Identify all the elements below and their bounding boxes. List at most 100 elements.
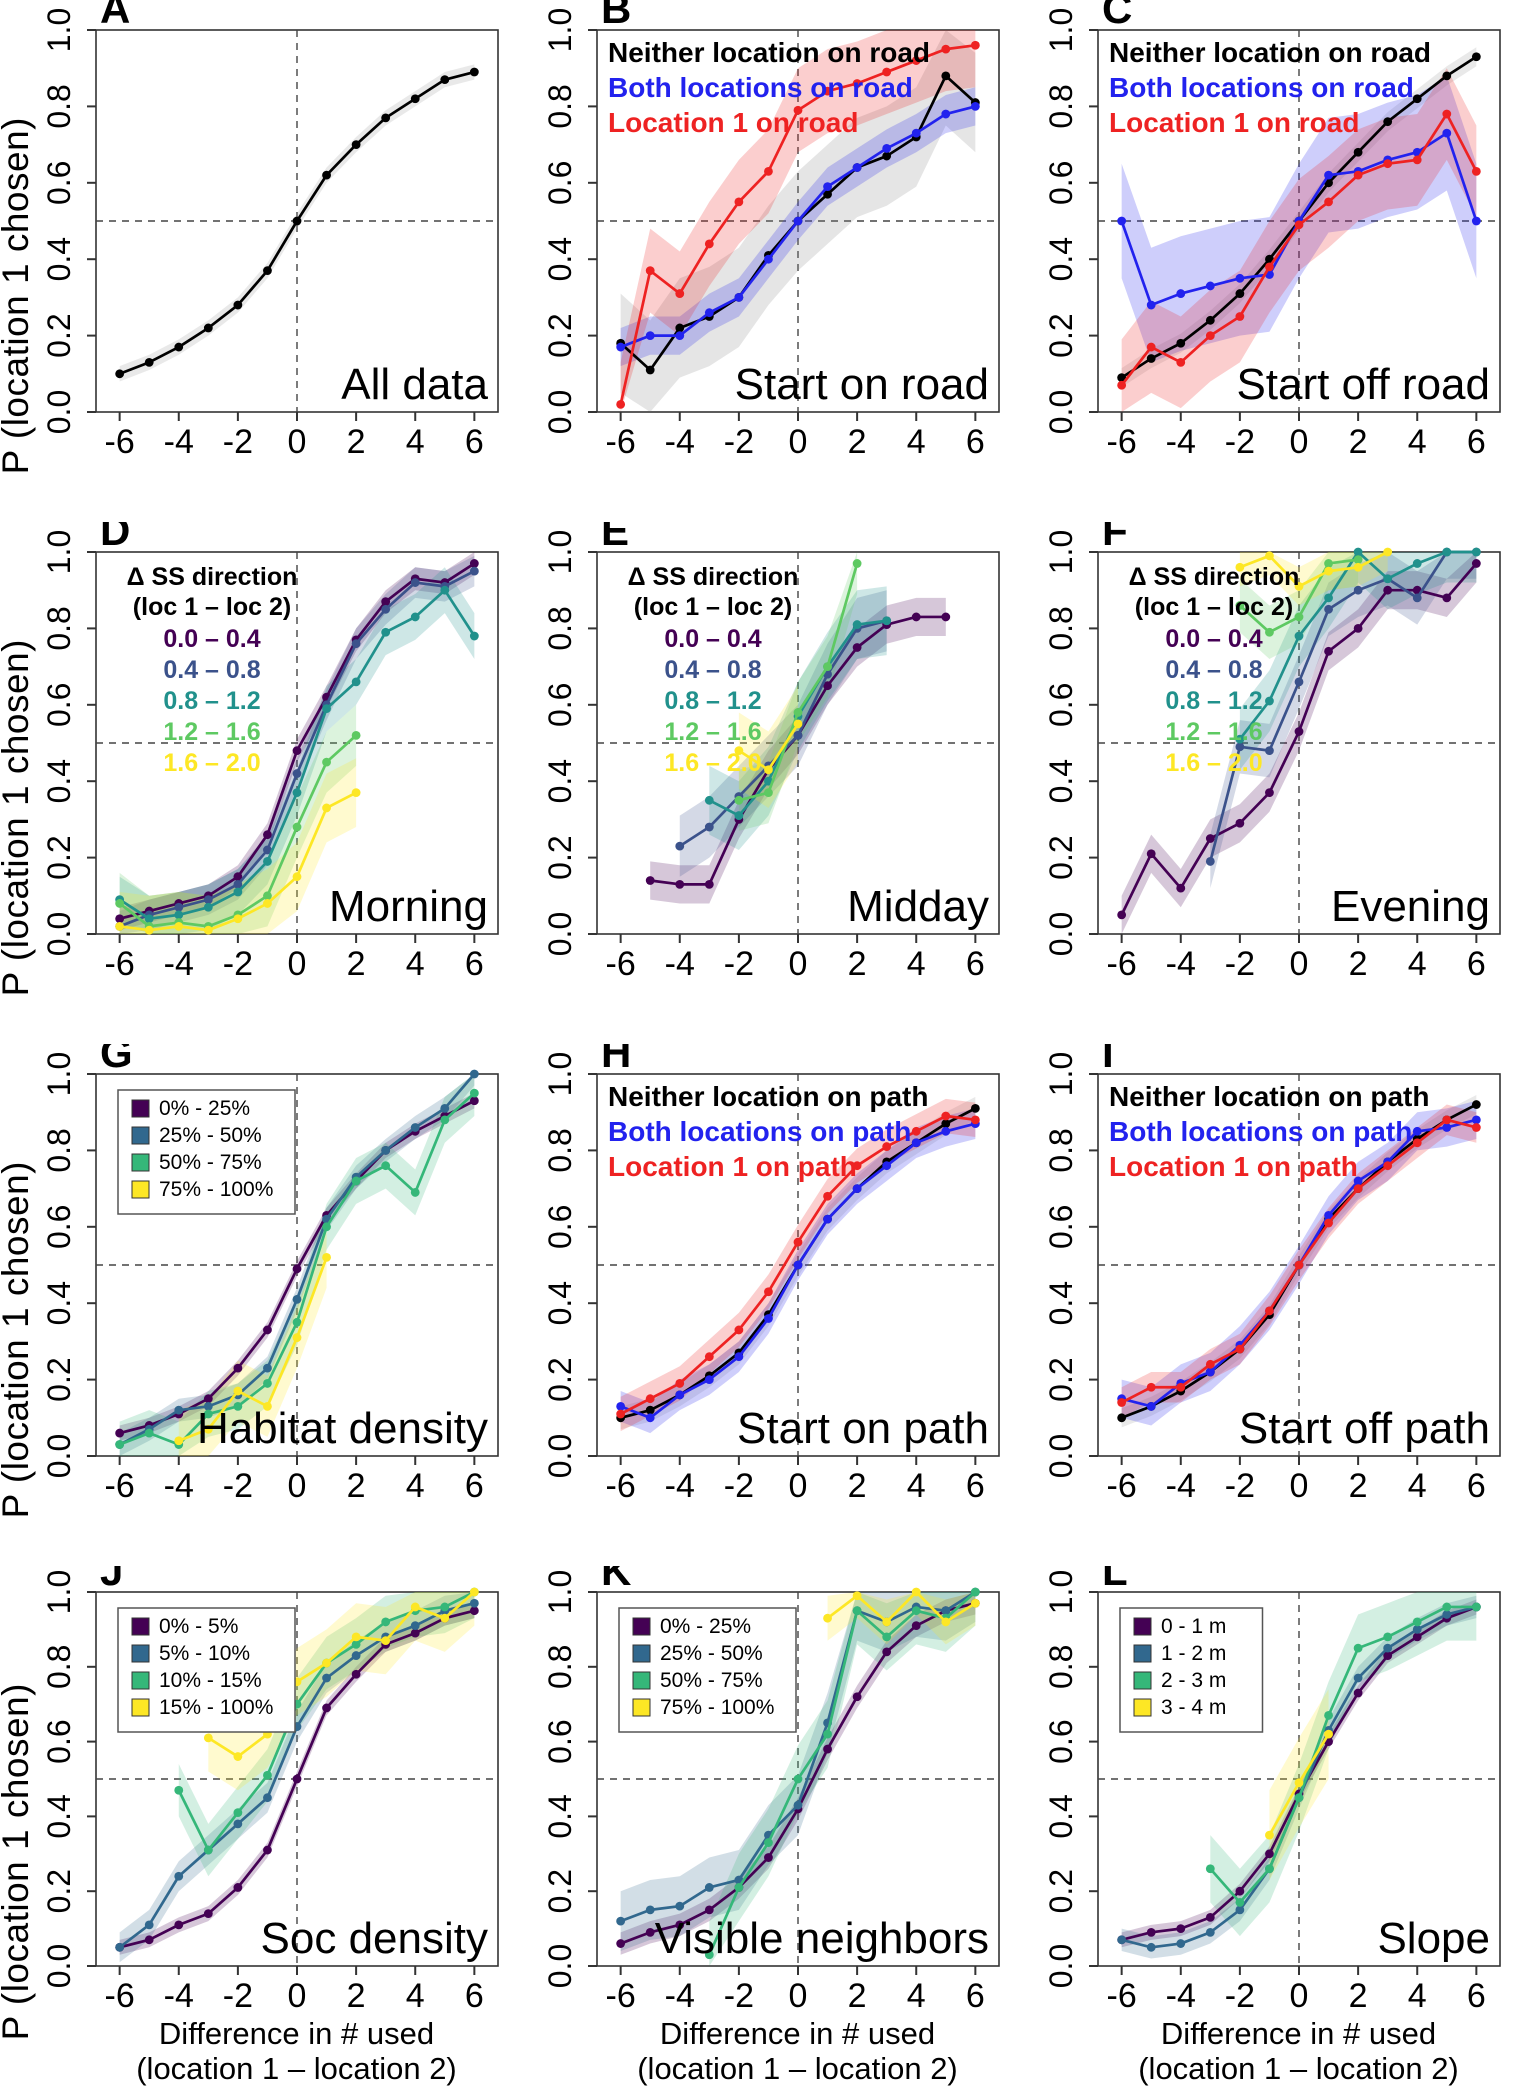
panel-K-chart: 0.0 0.2 0.4 0.6 0.8 1.0 -6 -4 -2 0 2 4 6 K Visible nei… (542, 1566, 1000, 2015)
data-point (704, 1883, 714, 1892)
data-point (292, 788, 302, 798)
x-tick-label: -6 (606, 423, 636, 461)
data-point (704, 879, 714, 889)
data-point (115, 1440, 125, 1449)
data-point (233, 1752, 243, 1761)
series-line (1208, 550, 1478, 863)
data-point (1412, 1632, 1422, 1642)
x-tick-label: -2 (724, 1977, 754, 2015)
panel-letter: J (100, 1566, 123, 1594)
data-point (292, 746, 302, 756)
data-point (115, 914, 125, 924)
legend-swatch (131, 1644, 150, 1663)
panel-letter: G (100, 1044, 133, 1076)
data-point (144, 1428, 154, 1438)
data-point (1176, 883, 1186, 893)
legend: 0 - 1 m 1 - 2 m 2 - 3 m 3 - 4 m (1119, 1607, 1264, 1733)
data-point (1412, 1138, 1422, 1148)
data-point (1294, 1260, 1304, 1270)
x-tick-label: -4 (1166, 1467, 1196, 1505)
data-point (1353, 1688, 1363, 1698)
data-point (970, 1598, 980, 1608)
legend-item: 0.0 – 0.4 (664, 625, 761, 653)
data-point (645, 1394, 655, 1404)
y-tick-label: 0.0 (542, 912, 578, 956)
data-point (675, 1901, 685, 1911)
y-tick-label: 1.0 (41, 1570, 77, 1614)
data-point (941, 109, 951, 119)
panel-I-chart: 0.0 0.2 0.4 0.6 0.8 1.0 -6 -4 -2 0 2 4 6 I Start off p… (1043, 1044, 1501, 1505)
y-tick-label: 1.0 (1043, 1052, 1079, 1096)
legend: 0% - 25% 25% - 50% 50% - 75% 75% - 100% (117, 1089, 296, 1215)
y-tick-label: 0.4 (542, 237, 578, 281)
data-point (823, 189, 832, 199)
data-point (1205, 315, 1215, 325)
y-tick-label: 0.0 (41, 390, 77, 434)
data-point (675, 1390, 685, 1400)
data-point (410, 94, 420, 104)
data-point (734, 293, 744, 302)
x-tick-label: 4 (907, 1467, 926, 1505)
data-point (469, 631, 479, 641)
legend-item: Neither location on road (608, 37, 930, 68)
x-tick-label: -4 (665, 423, 695, 461)
data-point (233, 1401, 243, 1411)
data-point (1294, 677, 1304, 687)
x-tick-label: -6 (606, 945, 636, 983)
x-axis-label-col2: Difference in # used (location 1 – locat… (533, 2016, 1034, 2086)
data-point (1146, 1401, 1156, 1411)
x-tick-label: 2 (848, 945, 867, 983)
data-point (793, 1774, 803, 1784)
data-point (911, 1587, 921, 1597)
legend-item: Both locations on road (608, 72, 913, 103)
data-point (351, 639, 361, 649)
x-tick-label: 4 (907, 423, 926, 461)
ci-band (1239, 552, 1477, 770)
data-point (1294, 631, 1304, 641)
data-point (263, 1793, 272, 1803)
data-point (322, 803, 331, 813)
data-point (1235, 818, 1245, 828)
legend-item: 50% - 75% (660, 1669, 763, 1692)
data-point (911, 1138, 921, 1148)
x-tick-label: 6 (966, 1467, 985, 1505)
data-point (1412, 593, 1422, 603)
x-tick-label: 0 (288, 423, 307, 461)
data-point (174, 921, 184, 931)
legend-item: 25% - 50% (159, 1124, 262, 1147)
ci-band (620, 1592, 976, 1952)
data-point (174, 1871, 184, 1881)
data-point (1146, 300, 1156, 310)
data-point (410, 1188, 420, 1197)
data-point (1353, 170, 1363, 180)
data-point (1353, 555, 1363, 565)
panel-letter: F (1102, 522, 1128, 554)
data-point (1176, 289, 1186, 298)
data-point (351, 1651, 361, 1660)
data-point (734, 795, 744, 805)
figure-row-4: P (location 1 chosen) 0.0 0.2 0.4 0.6 0.8 1.0… (0, 1566, 1535, 2088)
y-tick-label: 0.4 (41, 1281, 77, 1325)
data-point (1324, 646, 1333, 656)
data-point (174, 342, 184, 352)
data-point (469, 559, 479, 568)
x-tick-label: -2 (1225, 423, 1255, 461)
panel-title: Habitat density (197, 1404, 488, 1453)
x-tick-label: 2 (347, 1467, 366, 1505)
x-tick-label: -2 (724, 423, 754, 461)
panel-title: Visible neighbors (655, 1914, 989, 1963)
x-tick-label: 6 (465, 945, 484, 983)
data-point (1235, 601, 1245, 610)
x-tick-label: 2 (1349, 945, 1368, 983)
x-tick-label: 2 (848, 1467, 867, 1505)
panel-J-chart: 0.0 0.2 0.4 0.6 0.8 1.0 -6 -4 -2 0 2 4 6 J Soc density… (41, 1566, 499, 2015)
x-tick-label: 0 (789, 1977, 808, 2015)
data-point (1176, 1939, 1186, 1948)
data-point (1117, 216, 1127, 226)
x-tick-label: 4 (406, 423, 425, 461)
data-point (322, 1222, 331, 1232)
data-point (970, 1115, 980, 1125)
data-point (233, 300, 243, 310)
data-point (1353, 624, 1363, 633)
y-tick-label: 0.0 (542, 1434, 578, 1478)
